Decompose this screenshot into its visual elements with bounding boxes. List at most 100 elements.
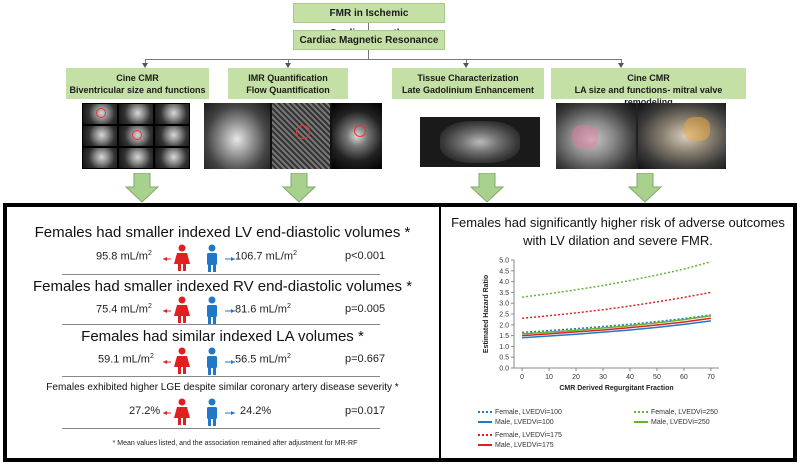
male-value-text: 81.6 mL/m xyxy=(235,303,287,316)
unit-superscript: 2 xyxy=(286,303,291,310)
separator xyxy=(62,376,380,377)
female-icon xyxy=(174,398,190,425)
footnote: * Mean values listed, and the associatio… xyxy=(112,440,358,447)
y-tick-label: 3.5 xyxy=(499,290,509,297)
male-value: 56.5 mL/m2 xyxy=(235,353,291,366)
y-tick-label: 1.5 xyxy=(499,333,509,340)
finding-heading-lv: Females had smaller indexed LV end-diast… xyxy=(34,224,411,241)
flow-title-box: FMR in Ischemic Cardiomyopathy xyxy=(293,3,445,39)
unit-superscript: 2 xyxy=(147,250,152,257)
x-tick-label: 40 xyxy=(626,374,634,381)
male-value-text: 56.5 mL/m xyxy=(235,353,287,366)
category-line2: LA size and functions- mitral valve remo… xyxy=(574,85,723,107)
legend-swatch xyxy=(478,444,492,447)
y-tick-label: 1.0 xyxy=(499,344,509,351)
hazard-ratio-chart: 0.0 0.5 1.0 1.5 2.0 2.5 3.0 3.5 4.0 4.5 5.0 0 10 20 30… xyxy=(483,258,719,392)
panel-divider xyxy=(439,207,441,458)
male-value: 81.6 mL/m2 xyxy=(235,303,291,316)
category-line1: Cine CMR xyxy=(627,73,670,83)
x-tick-label: 70 xyxy=(707,374,715,381)
female-male-icons xyxy=(163,296,235,324)
female-icon xyxy=(174,244,190,271)
results-panel xyxy=(3,203,797,462)
right-panel-title: Females had significantly higher risk of… xyxy=(451,215,785,248)
connector xyxy=(621,59,622,64)
x-tick-label: 0 xyxy=(520,374,524,381)
male-icon xyxy=(207,244,217,272)
y-tick-label: 4.5 xyxy=(499,268,509,275)
legend-swatch xyxy=(634,421,648,424)
legend-item: Male, LVEDVi=250 xyxy=(634,419,710,426)
female-male-icons xyxy=(163,244,235,272)
y-tick-label: 3.0 xyxy=(499,301,509,308)
male-value-text: 106.7 mL/m xyxy=(235,250,294,263)
big-arrow-down-icon xyxy=(125,173,159,203)
female-icon xyxy=(174,296,190,323)
legend-label: Male, LVEDVi=250 xyxy=(651,419,710,426)
arrow-down-icon xyxy=(618,63,624,68)
legend-label: Male, LVEDVi=100 xyxy=(495,419,554,426)
female-value: 95.8 mL/m2 xyxy=(96,250,152,263)
legend-label: Female, LVEDVi=250 xyxy=(651,409,718,416)
female-value: 75.4 mL/m2 xyxy=(96,303,152,316)
male-icon xyxy=(207,398,217,426)
female-icon xyxy=(174,347,190,374)
male-value: 106.7 mL/m2 xyxy=(235,250,297,263)
x-axis-label: CMR Derived Regurgitant Fraction xyxy=(559,385,673,392)
separator xyxy=(62,428,380,429)
series-line xyxy=(522,291,712,320)
p-value: p=0.017 xyxy=(345,405,386,417)
legend-label: Male, LVEDVi=175 xyxy=(495,442,554,449)
male-icon xyxy=(207,347,217,375)
series-line xyxy=(522,317,712,337)
p-value: p=0.667 xyxy=(345,353,386,365)
x-tick-label: 60 xyxy=(680,374,688,381)
connector xyxy=(368,23,369,30)
legend-swatch xyxy=(478,434,492,437)
category-imr-flow: IMR Quantification Flow Quantification xyxy=(228,68,348,99)
y-tick-label: 0.0 xyxy=(499,366,509,373)
big-arrow-down-icon xyxy=(282,173,316,203)
legend-item: Female, LVEDVi=175 xyxy=(478,432,562,439)
legend-item: Female, LVEDVi=100 xyxy=(478,409,562,416)
series-line xyxy=(522,314,711,334)
x-tick-label: 20 xyxy=(572,374,580,381)
unit-superscript: 2 xyxy=(286,353,291,360)
big-arrow-down-icon xyxy=(470,173,504,203)
cmr-box: Cardiac Magnetic Resonance xyxy=(293,30,445,50)
legend-item: Male, LVEDVi=175 xyxy=(478,442,554,449)
imr-flow-image xyxy=(204,103,382,169)
female-male-icons xyxy=(163,398,235,426)
series-line xyxy=(522,260,712,298)
connector xyxy=(368,50,369,59)
separator xyxy=(62,324,380,325)
finding-heading-rv: Females had smaller indexed RV end-diast… xyxy=(32,278,413,295)
category-cine-la: Cine CMR LA size and functions- mitral v… xyxy=(551,68,746,107)
p-value: p<0.001 xyxy=(345,250,386,262)
legend-swatch xyxy=(478,411,492,414)
category-line1: Tissue Characterization xyxy=(417,73,519,83)
y-tick-label: 2.5 xyxy=(499,312,509,319)
unit-superscript: 2 xyxy=(293,250,297,257)
category-line1: Cine CMR xyxy=(116,73,159,83)
connector-horizontal xyxy=(145,59,621,60)
separator xyxy=(62,274,380,275)
female-value-text: 95.8 mL/m xyxy=(96,250,148,263)
y-tick-label: 5.0 xyxy=(499,258,509,265)
female-value-text: 59.1 mL/m xyxy=(98,353,150,366)
category-tissue-lge: Tissue Characterization Late Gadolinium … xyxy=(392,68,544,99)
unit-superscript: 2 xyxy=(147,303,152,310)
female-value-text: 75.4 mL/m xyxy=(96,303,148,316)
male-value: 24.2% xyxy=(240,405,272,417)
x-tick-label: 50 xyxy=(653,374,661,381)
male-icon xyxy=(207,296,217,324)
legend-item: Male, LVEDVi=100 xyxy=(478,419,554,426)
y-tick-label: 4.0 xyxy=(499,279,509,286)
legend-swatch xyxy=(478,421,492,424)
legend-swatch xyxy=(634,411,648,414)
big-arrow-down-icon xyxy=(628,173,662,203)
p-value: p=0.005 xyxy=(345,303,386,315)
female-male-icons xyxy=(163,347,235,375)
y-tick-label: 0.5 xyxy=(499,355,509,362)
legend-item: Female, LVEDVi=250 xyxy=(634,409,718,416)
